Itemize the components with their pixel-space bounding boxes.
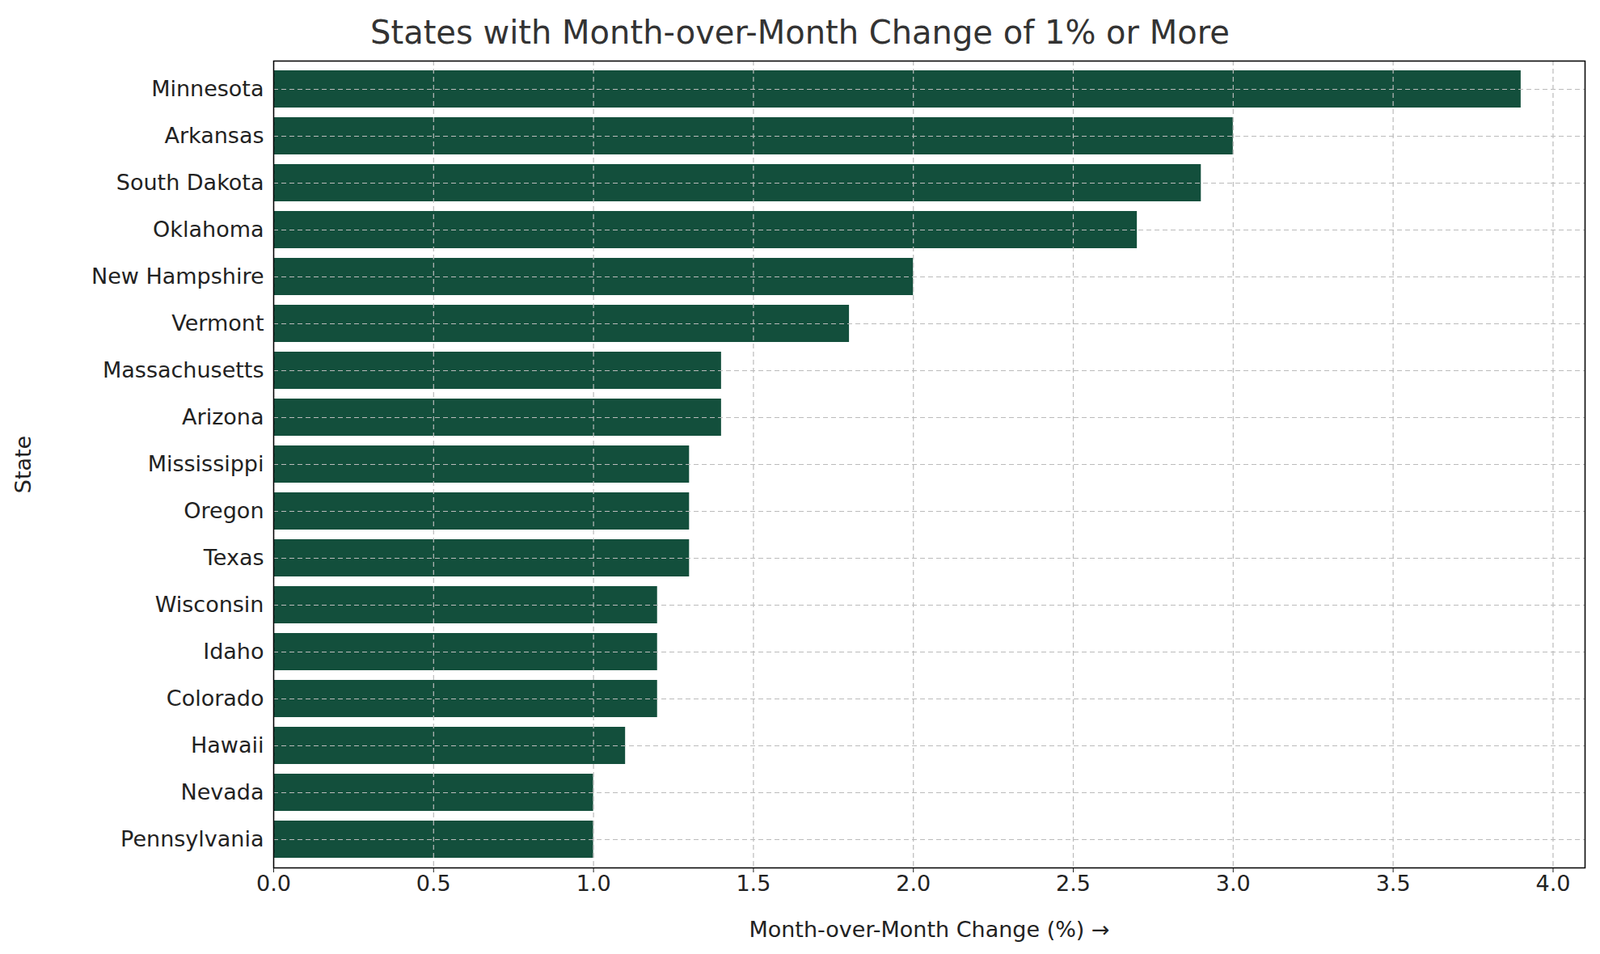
svg-text:Colorado: Colorado bbox=[166, 685, 265, 711]
svg-text:Texas: Texas bbox=[202, 544, 265, 570]
svg-text:4.0: 4.0 bbox=[1535, 870, 1571, 896]
svg-text:3.0: 3.0 bbox=[1215, 870, 1251, 896]
svg-text:Minnesota: Minnesota bbox=[151, 75, 264, 102]
svg-text:0.5: 0.5 bbox=[416, 870, 452, 896]
html-text:States with Month-over-Month C: States with Month-over-Month Change of 1… bbox=[370, 13, 1230, 51]
svg-text:1.5: 1.5 bbox=[735, 870, 771, 896]
svg-text:Oregon: Oregon bbox=[183, 498, 264, 524]
svg-text:Massachusetts: Massachusetts bbox=[102, 357, 265, 383]
svg-text:Pennsylvania: Pennsylvania bbox=[120, 826, 264, 852]
svg-text:2.5: 2.5 bbox=[1055, 870, 1091, 896]
svg-text:0.0: 0.0 bbox=[256, 870, 292, 896]
svg-text:Month-over-Month Change (%) →: Month-over-Month Change (%) → bbox=[748, 916, 1110, 942]
svg-text:2.0: 2.0 bbox=[895, 870, 931, 896]
svg-text:3.5: 3.5 bbox=[1376, 870, 1411, 896]
svg-text:South Dakota: South Dakota bbox=[116, 169, 265, 195]
svg-text:State: State bbox=[10, 435, 36, 494]
svg-text:Oklahoma: Oklahoma bbox=[152, 216, 264, 242]
svg-text:New Hampshire: New Hampshire bbox=[91, 263, 265, 289]
svg-text:Wisconsin: Wisconsin bbox=[155, 591, 265, 617]
svg-text:1.0: 1.0 bbox=[576, 870, 612, 896]
svg-text:Arkansas: Arkansas bbox=[164, 122, 264, 148]
svg-text:Idaho: Idaho bbox=[202, 638, 264, 664]
svg-text:Nevada: Nevada bbox=[180, 779, 264, 805]
svg-text:Arizona: Arizona bbox=[181, 404, 264, 430]
svg-text:Mississippi: Mississippi bbox=[147, 451, 265, 477]
svg-text:Vermont: Vermont bbox=[171, 310, 264, 336]
svg-text:Hawaii: Hawaii bbox=[190, 732, 264, 758]
